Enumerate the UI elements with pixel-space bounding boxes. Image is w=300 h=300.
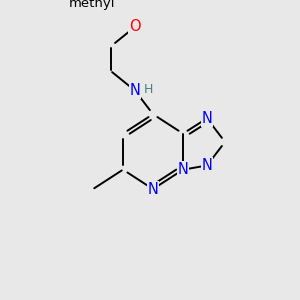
- Text: N: N: [148, 182, 158, 196]
- Text: N: N: [202, 111, 212, 126]
- Text: N: N: [130, 83, 140, 98]
- Text: H: H: [144, 83, 153, 96]
- Text: O: O: [129, 19, 141, 34]
- Text: methyl: methyl: [69, 0, 116, 10]
- Text: N: N: [202, 158, 212, 173]
- Text: N: N: [178, 162, 188, 177]
